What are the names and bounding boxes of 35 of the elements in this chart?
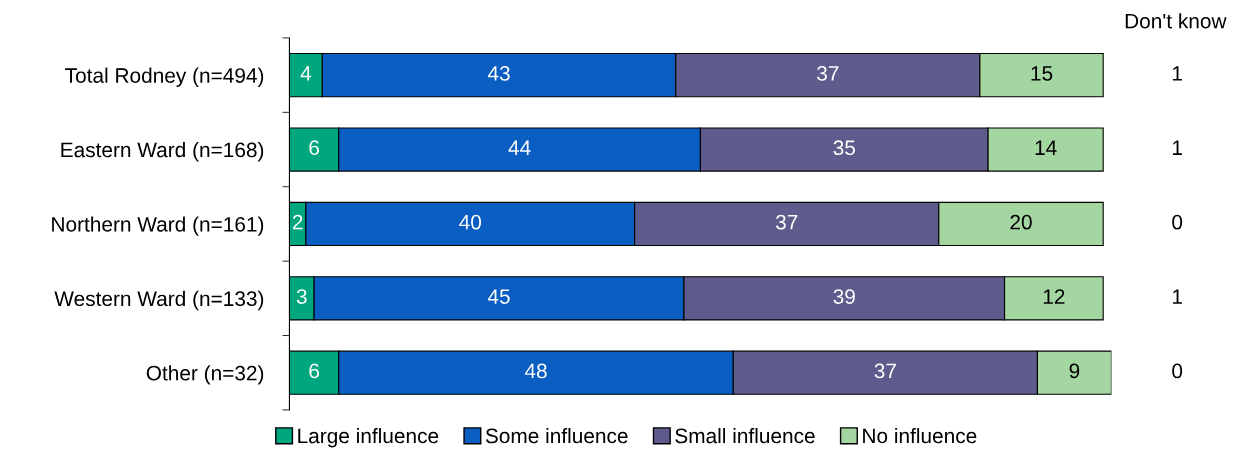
- data-label: 37: [817, 65, 839, 81]
- legend-label: Large influence: [298, 427, 439, 448]
- data-label: 20: [1010, 214, 1032, 230]
- data-label: 37: [874, 363, 896, 379]
- legend-label: No influence: [863, 427, 977, 444]
- text: Don't know: [1125, 13, 1227, 29]
- data-label: 6: [309, 140, 319, 156]
- y-tick-label: Eastern Ward (n=168): [61, 141, 264, 162]
- text: 0: [1172, 363, 1183, 379]
- data-label: 4: [300, 66, 312, 81]
- data-label: 3: [296, 289, 307, 304]
- y-tick-label: Northern Ward (n=161): [52, 216, 264, 236]
- data-label: 37: [775, 214, 798, 230]
- data-label: 40: [459, 214, 482, 230]
- data-label: 44: [508, 140, 531, 155]
- legend-label: Some influence: [485, 427, 628, 444]
- y-tick-label: Western Ward (n=133): [54, 290, 264, 311]
- data-label: 35: [833, 140, 855, 156]
- data-label: 15: [1031, 66, 1053, 81]
- text: 1: [1172, 289, 1182, 304]
- data-label: 48: [524, 363, 547, 379]
- data-label: 39: [833, 289, 855, 304]
- text: 1: [1172, 66, 1182, 81]
- y-tick-label: Total Rodney (n=494): [65, 67, 264, 87]
- data-label: 12: [1043, 289, 1065, 304]
- data-label: 14: [1035, 140, 1057, 155]
- data-label: 2: [292, 214, 303, 230]
- data-label: 43: [487, 65, 510, 81]
- data-label: 45: [487, 289, 510, 304]
- y-tick-label: Other (n=32): [146, 365, 264, 385]
- data-label: 9: [1069, 363, 1080, 379]
- legend-label: Small influence: [675, 427, 815, 444]
- text: 0: [1172, 214, 1183, 230]
- text: 1: [1172, 140, 1182, 155]
- data-label: 6: [309, 363, 319, 379]
